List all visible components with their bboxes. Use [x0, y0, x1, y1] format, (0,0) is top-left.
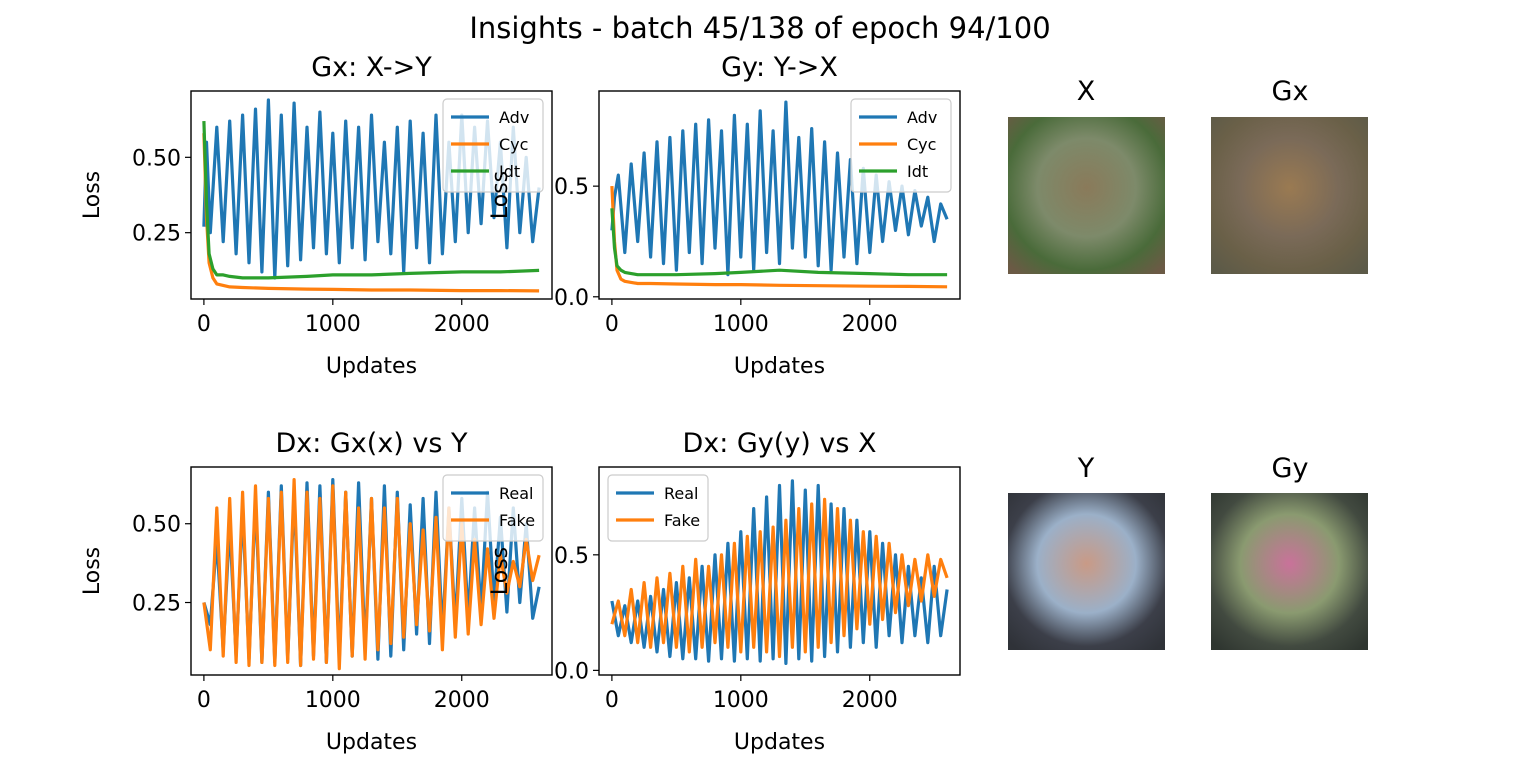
x-axis-label: Updates: [326, 354, 417, 379]
legend-label: Fake: [664, 511, 700, 530]
image-title-y: Y: [1077, 453, 1095, 484]
image-title-gy: Gy: [1272, 453, 1309, 484]
chart-title: Dx: Gx(x) vs Y: [275, 428, 468, 459]
y-tick-label: 0.0: [554, 659, 589, 684]
image-title-gx: Gx: [1272, 76, 1309, 107]
x-tick-label: 2000: [434, 312, 490, 337]
series-line-fake: [202, 478, 541, 671]
y-axis-label: Loss: [80, 171, 105, 219]
series-line-real: [610, 479, 949, 666]
series-line-idt: [202, 121, 540, 280]
chart-panel: 0 1000 2000 0.0 0.5 Dx: Gy(y) vs X Updates Loss…: [488, 428, 961, 755]
chart-title: Gx: X->Y: [311, 52, 432, 83]
chart-title: Dx: Gy(y) vs X: [682, 428, 876, 459]
x-axis-label: Updates: [326, 730, 417, 755]
image-title-x: X: [1077, 76, 1096, 107]
y-axis-label: Loss: [488, 171, 513, 219]
image-x: [1008, 117, 1165, 274]
y-tick-label: 0.5: [554, 544, 589, 569]
x-tick-label: 0: [197, 312, 211, 337]
series-line-cyc: [202, 133, 540, 293]
legend-label: Cyc: [907, 135, 936, 154]
image-gx: [1211, 117, 1368, 274]
legend-box: [850, 98, 952, 193]
image-thumbnails: X Gx Y Gy: [1008, 76, 1368, 650]
plot-frame: [598, 90, 961, 300]
chart-panel: 0 1000 2000 0.25 0.50 Dx: Gx(x) vs Y Updates Lo…: [80, 428, 553, 755]
series-line-adv: [202, 98, 541, 280]
chart-panel: 0 1000 2000 0.25 0.50 Gx: X->Y Updates Loss Adv C…: [80, 52, 553, 379]
y-tick-label: 0.50: [132, 146, 181, 171]
x-tick-label: 2000: [842, 312, 898, 337]
legend-box: [442, 98, 544, 193]
x-tick-label: 0: [605, 688, 619, 713]
plot-frame: [598, 466, 961, 676]
legend-label: Cyc: [499, 135, 528, 154]
y-tick-label: 0.50: [132, 513, 181, 538]
legend: Real Fake: [442, 474, 544, 542]
x-tick-label: 2000: [434, 688, 490, 713]
series-line-idt: [610, 208, 948, 277]
legend-label: Fake: [499, 511, 535, 530]
image-gy: [1211, 493, 1368, 650]
series-line-cyc: [610, 186, 948, 289]
y-tick-label: 0.25: [132, 592, 181, 617]
legend: Adv Cyc Idt: [442, 98, 544, 193]
legend: Real Fake: [607, 474, 709, 542]
x-tick-label: 1000: [305, 688, 361, 713]
y-axis-label: Loss: [80, 547, 105, 595]
y-tick-label: 0.25: [132, 222, 181, 247]
x-tick-label: 1000: [713, 688, 769, 713]
legend-label: Adv: [499, 108, 529, 127]
figure-title: Insights - batch 45/138 of epoch 94/100: [469, 11, 1050, 45]
y-axis-label: Loss: [488, 547, 513, 595]
plot-frame: [190, 466, 553, 676]
legend: Adv Cyc Idt: [850, 98, 952, 193]
legend-label: Real: [664, 484, 699, 503]
x-tick-label: 0: [605, 312, 619, 337]
x-tick-label: 0: [197, 688, 211, 713]
y-tick-label: 0.5: [554, 175, 589, 200]
y-tick-label: 0.0: [554, 286, 589, 311]
series-line-fake: [610, 497, 949, 659]
x-tick-label: 1000: [713, 312, 769, 337]
plot-frame: [190, 90, 553, 300]
x-axis-label: Updates: [734, 354, 825, 379]
image-y: [1008, 493, 1165, 650]
x-axis-label: Updates: [734, 730, 825, 755]
x-tick-label: 2000: [842, 688, 898, 713]
legend-label: Real: [499, 484, 534, 503]
chart-panel: 0 1000 2000 0.0 0.5 Gy: Y->X Updates Loss Adv Cyc…: [488, 52, 961, 379]
legend-label: Idt: [499, 162, 520, 181]
chart-title: Gy: Y->X: [721, 52, 838, 83]
x-tick-label: 1000: [305, 312, 361, 337]
legend-label: Adv: [907, 108, 937, 127]
legend-label: Idt: [907, 162, 928, 181]
